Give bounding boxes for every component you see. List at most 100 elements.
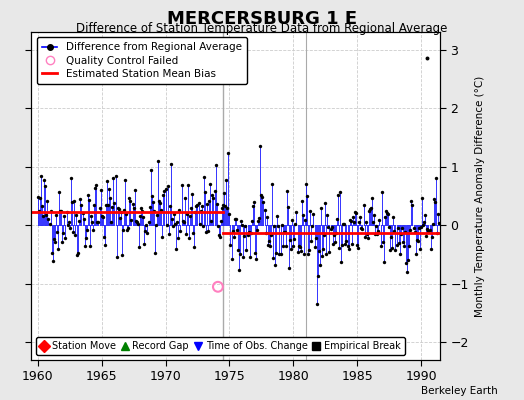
Point (377, 189, 386, 196)
Point (227, 256, 236, 263)
Point (153, 212, 161, 218)
Point (51, 239, 59, 245)
Point (143, 230, 151, 236)
Point (85, 197, 93, 203)
Point (284, 204, 292, 210)
Point (207, 218, 215, 225)
Point (84, 192, 92, 198)
Point (166, 203, 174, 210)
Point (78, 209, 86, 216)
Point (247, 218, 256, 224)
Point (378, 239, 387, 245)
Point (124, 225, 133, 232)
Point (431, 199, 439, 206)
Point (290, 236, 299, 242)
Point (54, 245, 62, 252)
Point (256, 143, 265, 150)
Point (325, 249, 334, 255)
Point (406, 227, 414, 233)
Point (72, 212, 80, 218)
Point (187, 205, 195, 211)
Point (94, 219, 103, 225)
Point (183, 211, 191, 217)
Point (142, 222, 150, 228)
Point (228, 227, 237, 234)
Point (265, 238, 273, 245)
Point (416, 246, 424, 252)
Point (395, 240, 403, 246)
Point (419, 222, 427, 228)
Point (420, 219, 429, 225)
Point (321, 200, 330, 206)
Point (410, 229, 419, 235)
Point (402, 260, 410, 267)
Text: Difference of Station Temperature Data from Regional Average: Difference of Station Temperature Data f… (77, 22, 447, 35)
Point (214, 284, 222, 290)
Point (368, 194, 376, 201)
Point (409, 225, 418, 231)
Point (322, 251, 331, 258)
Point (292, 208, 301, 215)
Point (136, 213, 144, 220)
Point (70, 198, 78, 204)
Point (125, 194, 134, 201)
Point (414, 225, 423, 232)
Point (310, 244, 319, 250)
Point (355, 218, 364, 225)
Point (376, 243, 385, 250)
Point (105, 186, 113, 192)
Point (264, 241, 272, 248)
Point (93, 219, 102, 225)
Point (189, 230, 198, 236)
Point (257, 192, 266, 198)
Point (74, 250, 82, 257)
Point (305, 246, 313, 253)
Point (120, 207, 128, 213)
Point (71, 232, 79, 238)
Point (92, 182, 101, 188)
Point (59, 230, 68, 236)
Point (386, 247, 395, 254)
Point (301, 216, 309, 223)
Point (381, 208, 390, 214)
Point (239, 254, 247, 260)
Point (421, 212, 430, 218)
Point (351, 209, 359, 215)
Point (363, 231, 371, 237)
Point (199, 222, 207, 229)
Point (81, 243, 89, 249)
Point (242, 246, 250, 253)
Point (361, 234, 369, 240)
Point (241, 222, 249, 229)
Point (309, 211, 318, 218)
Point (180, 195, 189, 201)
Point (348, 214, 357, 220)
Point (75, 217, 83, 224)
Point (324, 224, 333, 230)
Point (369, 219, 377, 225)
Point (62, 209, 71, 215)
Point (204, 228, 212, 234)
Point (347, 241, 356, 248)
Point (88, 218, 96, 225)
Point (350, 218, 358, 225)
Point (104, 201, 112, 208)
Point (168, 216, 176, 222)
Point (336, 189, 344, 195)
Point (149, 199, 157, 205)
Point (400, 242, 408, 249)
Point (434, 211, 442, 218)
Point (99, 214, 107, 221)
Point (103, 178, 111, 184)
Point (385, 224, 393, 230)
Point (246, 229, 255, 236)
Point (140, 241, 148, 247)
Point (318, 253, 326, 259)
Point (263, 214, 271, 220)
Point (343, 242, 352, 249)
Point (167, 161, 175, 167)
Point (387, 233, 396, 240)
Point (282, 188, 291, 194)
Point (138, 208, 146, 214)
Point (261, 230, 270, 236)
